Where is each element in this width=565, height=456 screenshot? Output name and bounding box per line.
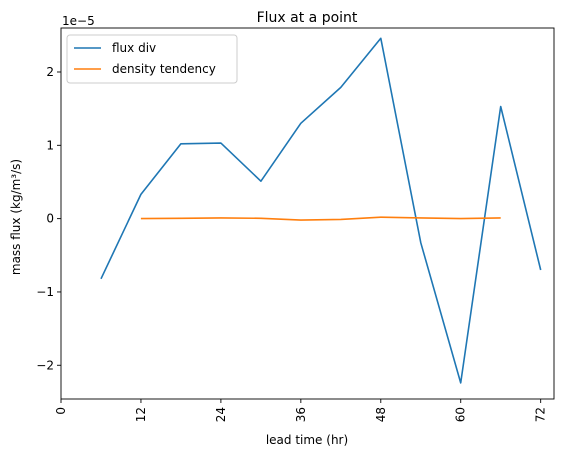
- legend-label-1: flux div: [112, 41, 156, 55]
- y-tick-label: −1: [36, 285, 54, 299]
- y-tick-label: 0: [46, 212, 54, 226]
- y-tick-label: 1: [46, 138, 54, 152]
- y-tick-label: 2: [46, 65, 54, 79]
- x-tick-label: 72: [534, 407, 548, 422]
- chart-title: Flux at a point: [257, 10, 358, 26]
- legend-box: [66, 34, 238, 84]
- x-tick-label: 36: [294, 407, 308, 422]
- x-tick-label: 24: [214, 407, 228, 422]
- series-line-2: [140, 216, 501, 221]
- legend-label-2: density tendency: [112, 62, 216, 76]
- y-tick-label: −2: [36, 358, 54, 372]
- x-axis-label: lead time (hr): [266, 433, 348, 447]
- axes-frame: [60, 27, 555, 400]
- y-offset-label: 1e−5: [62, 14, 95, 28]
- x-tick-label: 12: [134, 407, 148, 422]
- series-line-1: [100, 37, 542, 384]
- x-tick-label: 60: [454, 407, 468, 422]
- x-tick-label: 0: [54, 407, 68, 415]
- x-tick-label: 48: [374, 407, 388, 422]
- y-axis-label: mass flux (kg/m³/s): [9, 159, 23, 275]
